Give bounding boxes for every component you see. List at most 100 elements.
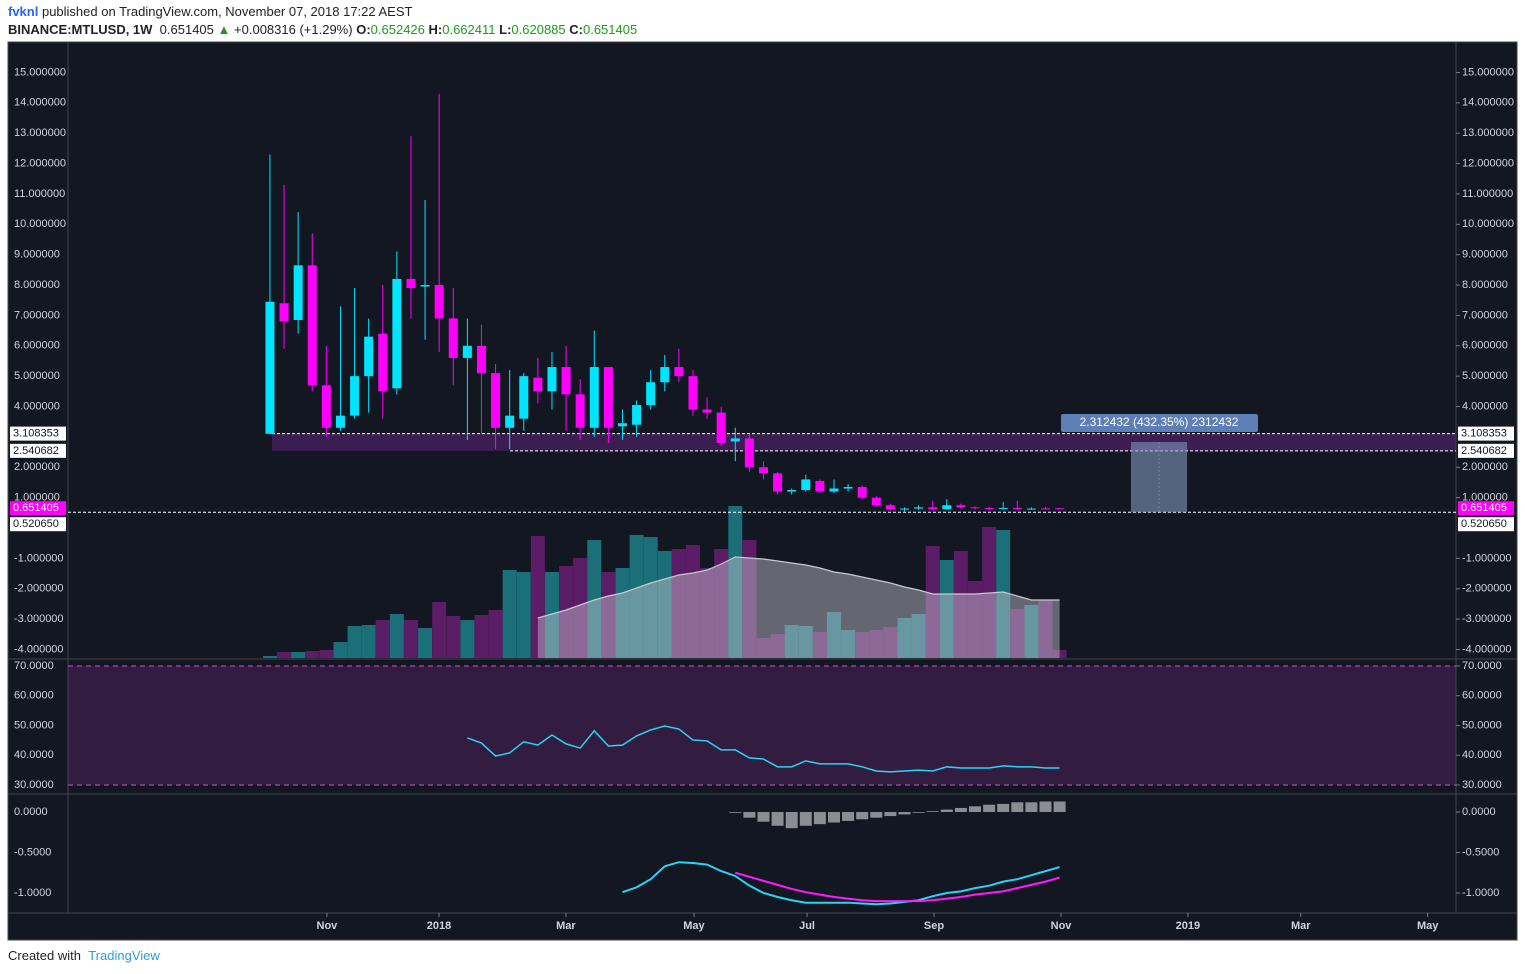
y-tick-label: -4.000000 [1462,643,1512,655]
candle-body [702,409,712,413]
o-label: O: [356,22,371,37]
y-tick-label: 12.000000 [1462,157,1514,169]
candle-body [1055,508,1065,510]
ohlc-line: BINANCE:MTLUSD, 1W 0.651405 ▲ +0.008316 … [8,22,637,37]
macd-hist [926,811,939,813]
level-label: 2.540682 [13,445,59,457]
candle-body [307,265,317,386]
volume-bar [714,549,729,658]
y-tick-label: 8.000000 [14,279,60,291]
volume-bar [544,572,559,658]
h: 0.662411 [442,22,496,37]
y-tick-label: -1.000000 [1462,552,1512,564]
volume-bar [361,625,376,658]
volume-bar [925,546,940,658]
volume-bar [770,634,785,658]
y-tick-label: -4.000000 [14,643,64,655]
candle-body [321,385,331,428]
macd-hist [757,812,770,822]
y-tick-label: 8.000000 [1462,279,1508,291]
x-tick-label: Jul [799,920,815,932]
c-label: C: [569,22,583,37]
level-label-bg [1458,517,1514,532]
candle-body [392,278,402,389]
y-tick-label: 9.000000 [1462,249,1508,261]
y-tick-label: 50.0000 [14,719,54,731]
candle-body [547,367,557,392]
x-tick-label: Mar [1291,920,1311,932]
volume-bar [460,620,475,658]
volume-bar [911,614,926,658]
x-tick-label: Nov [1051,920,1073,932]
volume-bar [347,626,362,658]
macd-hist [771,812,784,826]
candle-body [871,497,881,506]
brand[interactable]: TradingView [88,948,160,963]
macd-hist [785,812,798,829]
l: 0.620885 [511,22,566,37]
y-tick-label: 0.0000 [1462,806,1496,818]
volume-bar [389,614,404,658]
macd-hist [813,812,826,825]
candle-body [815,480,825,492]
candle-body [265,301,275,434]
candle-body [758,467,768,474]
volume-bar [559,566,574,658]
y-tick-label: 14.000000 [1462,97,1514,109]
macd-hist [1011,802,1024,813]
volume-bar [601,572,616,658]
volume-bar [756,638,771,658]
volume-bar [784,625,799,658]
volume-bar [333,642,348,658]
volume-bar [530,536,545,658]
y-tick-label: -0.5000 [14,846,51,858]
volume-bar [432,602,447,658]
y-tick-label: -1.000000 [14,552,64,564]
y-tick-label: 6.000000 [1462,340,1508,352]
volume-bar [629,535,644,658]
volume-bar [1038,600,1053,658]
y-tick-label: -1.0000 [14,887,51,899]
y-tick-label: -3.000000 [1462,613,1512,625]
candle-body [434,285,444,319]
level-label-bg [10,426,66,441]
volume-bar [305,651,320,658]
candle-body [293,265,303,320]
candle-body [519,376,529,419]
c: 0.651405 [582,22,638,37]
y-tick-label: -0.5000 [1462,846,1499,858]
level-label: 0.520650 [13,518,59,530]
volume-bar [869,630,884,658]
candle-body [801,479,811,491]
volume-bar [728,506,743,658]
candle-body [561,367,571,395]
candle-body [505,415,515,428]
volume-bar [643,537,658,658]
last: 0.651405 [159,22,214,37]
y-tick-label: 50.0000 [1462,719,1502,731]
macd-hist [1039,801,1052,813]
macd-hist [954,807,967,813]
candle-body [575,394,585,428]
volume-bar [812,632,827,658]
y-tick-label: 10.000000 [14,218,66,230]
last-price-bg [10,501,66,516]
volume-bar [996,530,1011,658]
candle-body [956,505,966,508]
author[interactable]: fvknl [8,4,39,19]
y-tick-label: -1.0000 [1462,887,1499,899]
candle-body [970,507,980,509]
macd-hist [743,812,756,818]
level-label: 0.520650 [1461,518,1507,530]
candle-body [829,488,839,492]
macd-hist [870,812,883,818]
candle-body [406,278,416,289]
candle-body [688,376,698,410]
volume-bar [939,560,954,658]
y-tick-label: 40.0000 [1462,749,1502,761]
candle-body [773,473,783,492]
candle-body [617,423,627,427]
x-tick-label: Sep [924,920,944,932]
candle-body [1012,507,1022,509]
measure-label: 2.312432 (432.35%) 2312432 [1080,415,1239,429]
